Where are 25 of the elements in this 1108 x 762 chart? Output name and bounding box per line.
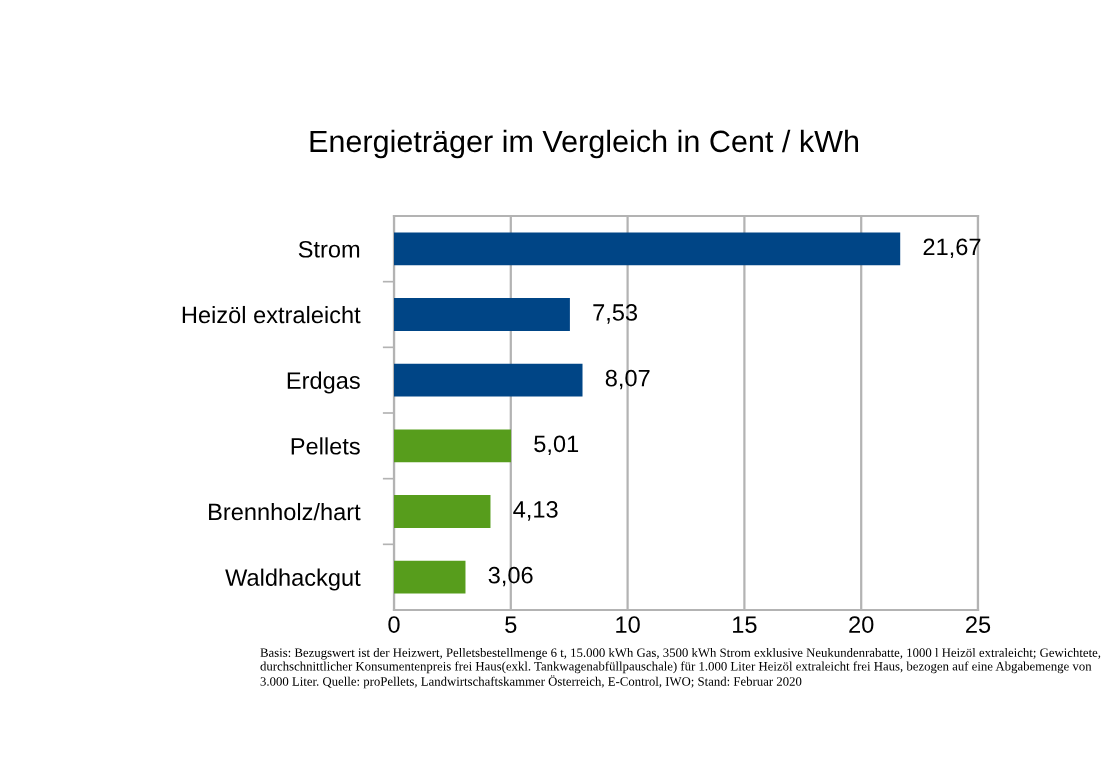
data-label: 5,01 bbox=[534, 435, 579, 455]
data-label: 4,13 bbox=[513, 501, 558, 521]
y-tick-label: Pellets bbox=[291, 437, 360, 455]
bar bbox=[394, 363, 583, 397]
bar bbox=[394, 560, 466, 594]
y-tick-label: Erdgas bbox=[287, 371, 360, 394]
bar bbox=[394, 429, 512, 463]
bar bbox=[394, 495, 491, 528]
y-tick-label: Heizöl extraleicht bbox=[182, 305, 361, 324]
data-label: 8,07 bbox=[605, 369, 650, 390]
bar bbox=[394, 298, 570, 331]
data-label: 3,06 bbox=[488, 566, 533, 587]
x-tick-label: 5 bbox=[505, 616, 517, 633]
chart-title: Energieträger im Vergleich in Cent / kWh bbox=[310, 129, 858, 159]
data-label: 21,67 bbox=[923, 238, 981, 258]
bar bbox=[394, 232, 901, 266]
x-tick-label: 15 bbox=[733, 616, 757, 633]
x-tick-label: 25 bbox=[966, 616, 991, 633]
y-tick-label: Brennholz/hart bbox=[209, 502, 361, 521]
x-tick-label: 20 bbox=[849, 616, 874, 633]
y-tick-label: Strom bbox=[298, 240, 360, 258]
x-tick-label: 0 bbox=[388, 616, 400, 633]
data-label: 7,53 bbox=[593, 304, 638, 324]
y-tick-label: Waldhackgut bbox=[225, 568, 361, 591]
x-tick-label: 10 bbox=[616, 616, 640, 633]
